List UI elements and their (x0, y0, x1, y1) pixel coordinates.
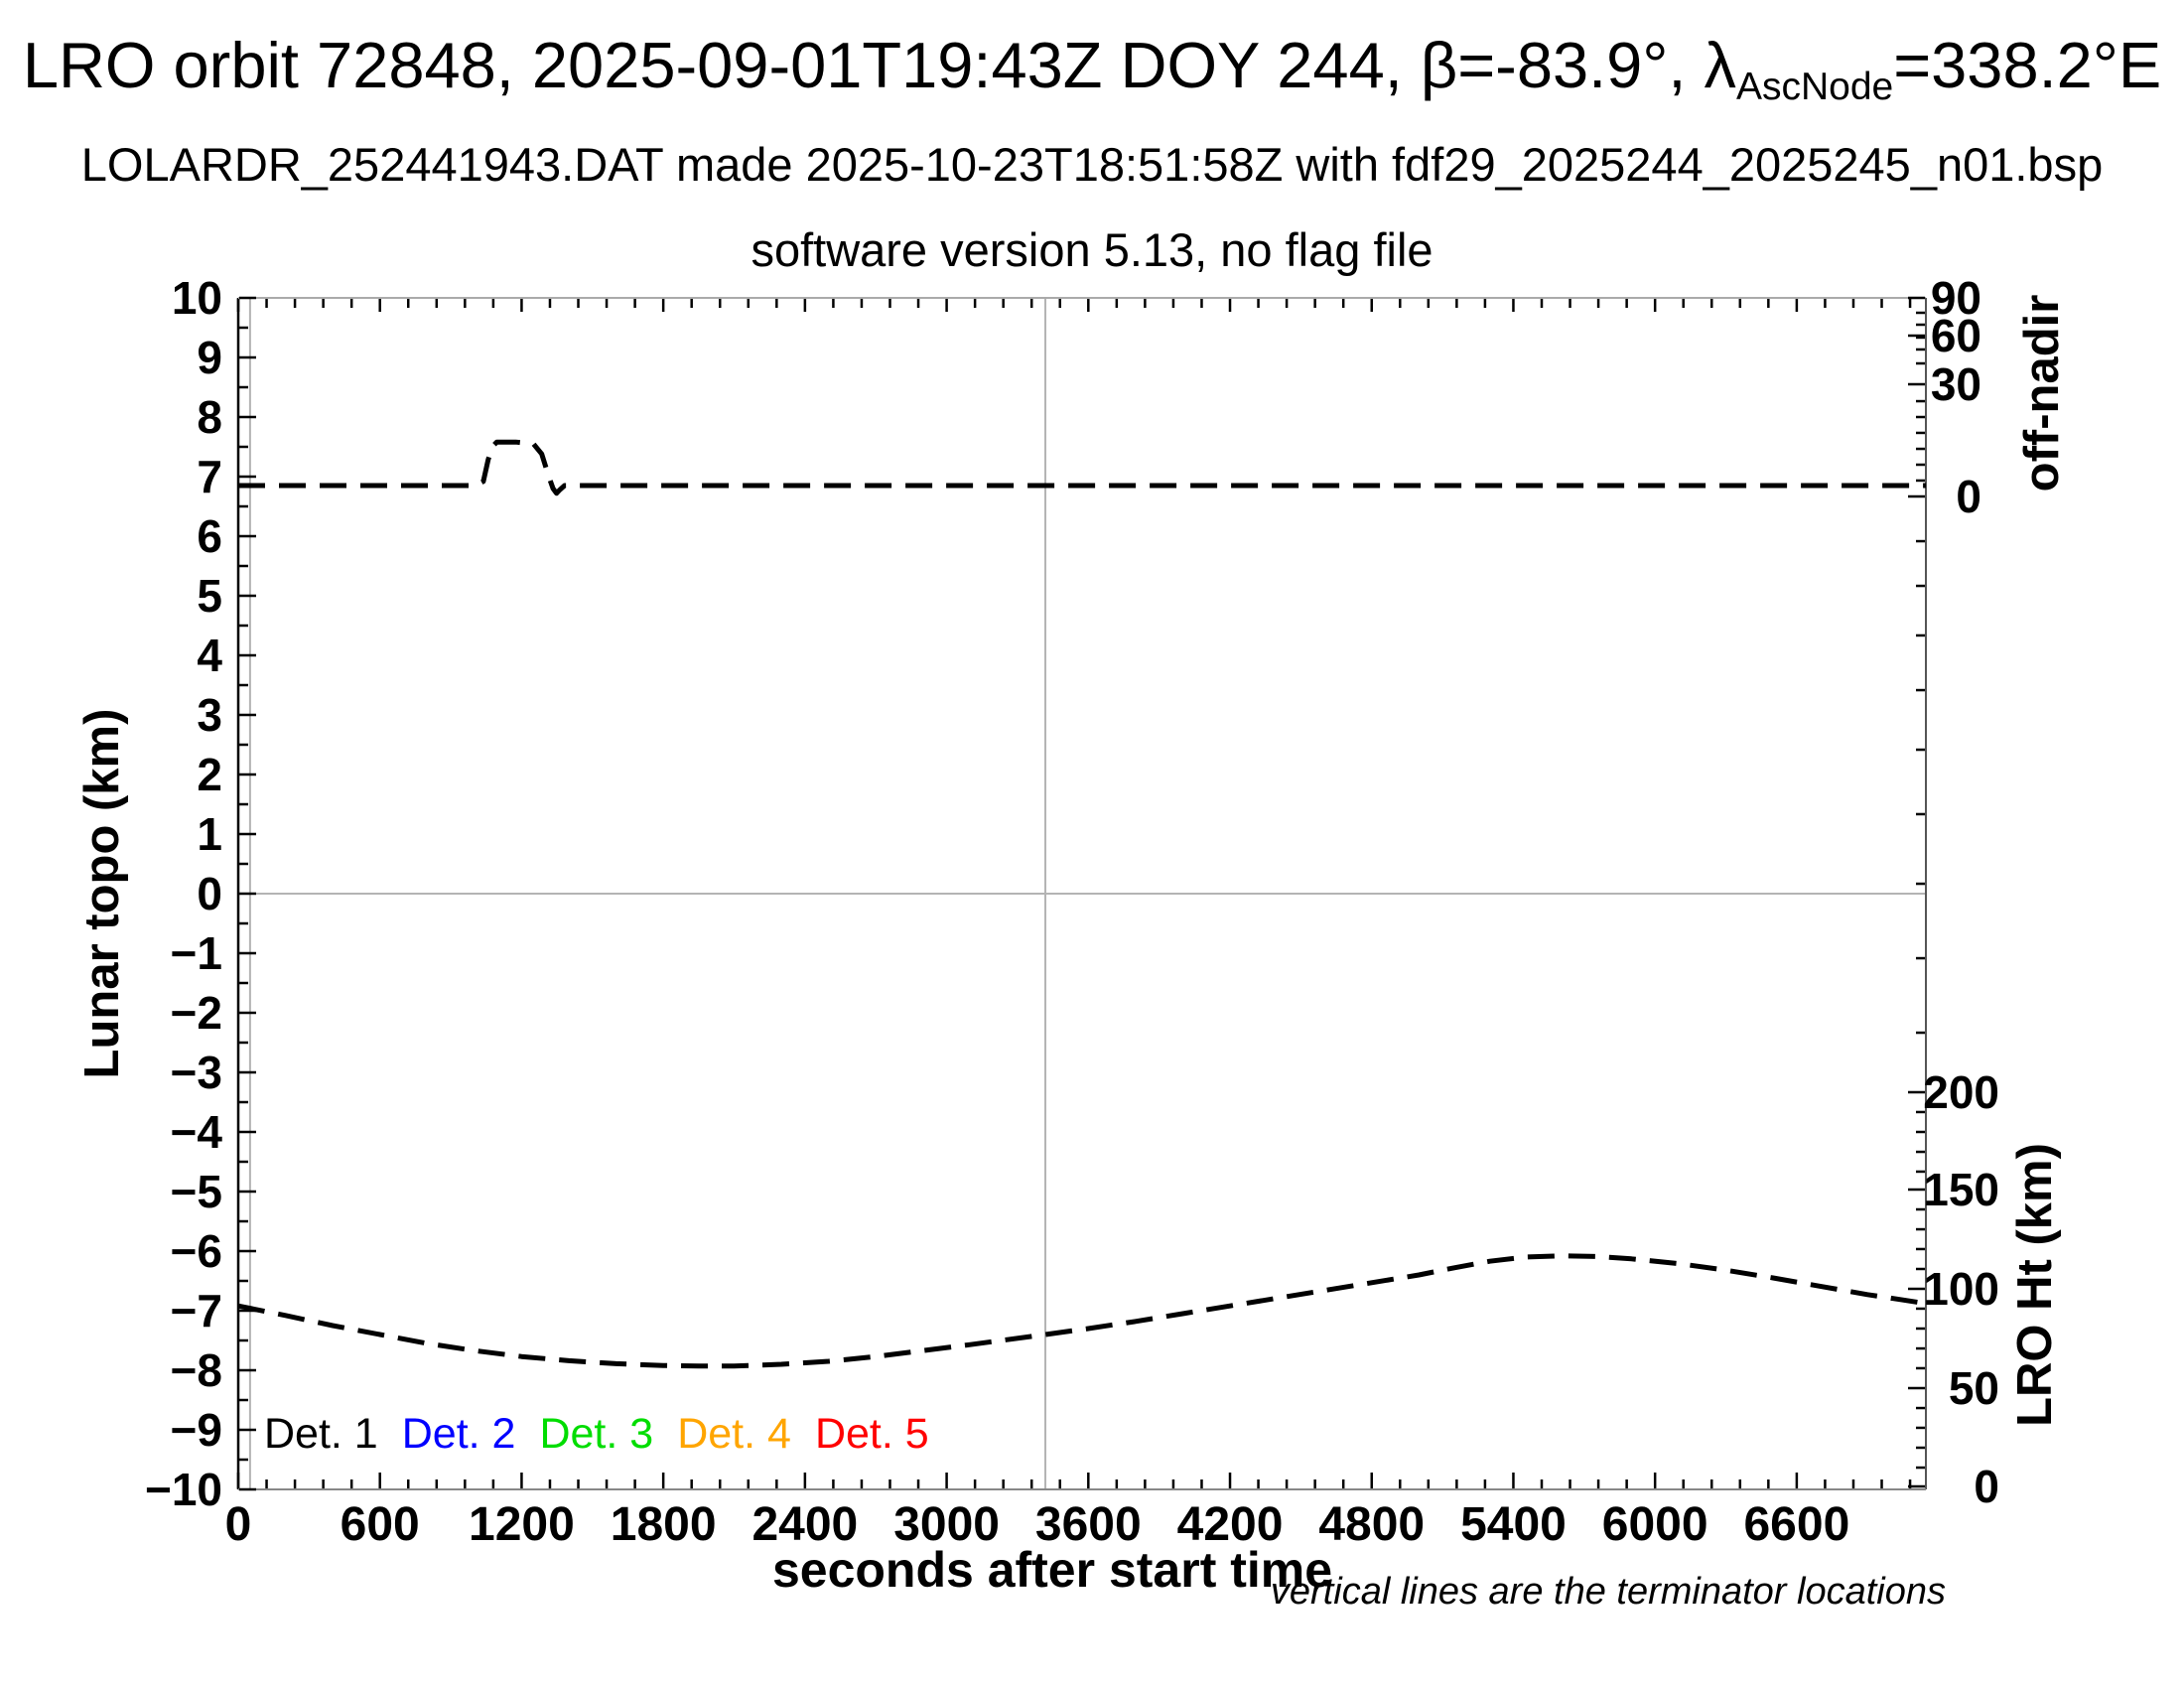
y-tick-label: −3 (171, 1047, 222, 1098)
detector-legend: Det. 1 Det. 2 Det. 3 Det. 4 Det. 5 (264, 1410, 929, 1459)
x-tick-label: 5400 (1460, 1498, 1567, 1551)
y-tick-label: −1 (171, 927, 222, 979)
x-tick-label: 600 (341, 1498, 420, 1551)
x-tick-label: 4200 (1177, 1498, 1284, 1551)
title-suffix: =338.2°E (1893, 29, 2162, 101)
y-axis-title-lunar-topo: Lunar topo (km) (75, 708, 129, 1079)
page-title: LRO orbit 72848, 2025-09-01T19:43Z DOY 2… (0, 28, 2184, 108)
y-axis-title-lro-ht: LRO Ht (km) (2008, 1143, 2062, 1427)
y-tick-label: 2 (197, 749, 222, 800)
legend-item-det-3: Det. 3 (539, 1410, 654, 1458)
off-nadir-curve (238, 439, 1926, 496)
y-tick-label: 5 (197, 570, 222, 622)
x-tick-label: 3600 (1035, 1498, 1142, 1551)
subtitle-datafile: LOLARDR_252441943.DAT made 2025-10-23T18… (80, 138, 2104, 191)
legend-item-det-5: Det. 5 (814, 1410, 929, 1458)
y-tick-label: 8 (197, 391, 222, 443)
title-subscript: AscNode (1735, 65, 1894, 108)
y-tick-label: −2 (171, 987, 222, 1039)
ht-tick-label: 150 (1923, 1164, 1999, 1215)
y-tick-label: 4 (197, 630, 222, 681)
offnadir-tick-label: 30 (1931, 358, 1981, 410)
x-tick-label: 2400 (751, 1498, 858, 1551)
y-tick-label: 6 (197, 510, 222, 562)
y-tick-label: −5 (171, 1166, 222, 1217)
offnadir-tick-label: 90 (1931, 272, 1981, 324)
y-tick-label: 1 (197, 808, 222, 860)
x-tick-label: 6600 (1743, 1498, 1849, 1551)
y-tick-label: 3 (197, 689, 222, 741)
x-tick-label: 6000 (1602, 1498, 1708, 1551)
ht-tick-label: 50 (1949, 1362, 1999, 1414)
legend-item-det-4: Det. 4 (677, 1410, 791, 1458)
legend-item-det-1: Det. 1 (264, 1410, 378, 1458)
y-tick-label: 9 (197, 332, 222, 383)
ht-tick-label: 100 (1923, 1263, 1999, 1315)
ht-tick-label: 200 (1923, 1066, 1999, 1118)
x-tick-label: 4800 (1318, 1498, 1425, 1551)
y-tick-label: −9 (171, 1404, 222, 1456)
x-tick-label: 3000 (893, 1498, 1000, 1551)
y-tick-label: 7 (197, 451, 222, 502)
subtitle-software-version: software version 5.13, no flag file (751, 223, 1433, 276)
y-tick-label: 10 (172, 272, 222, 324)
y-tick-label: −4 (171, 1106, 223, 1158)
y-tick-label: −10 (145, 1464, 222, 1515)
x-tick-label: 1200 (469, 1498, 575, 1551)
lro-height-curve (237, 1253, 1927, 1369)
y-axis-title-off-nadir: off-nadir (2015, 294, 2069, 492)
y-tick-label: −6 (171, 1225, 222, 1277)
offnadir-tick-label: 60 (1931, 310, 1981, 361)
x-tick-label: 1800 (611, 1498, 717, 1551)
terminator-note: vertical lines are the terminator locati… (1270, 1571, 1946, 1613)
y-tick-label: −8 (171, 1344, 222, 1396)
x-axis-title: seconds after start time (771, 1542, 1333, 1598)
y-tick-label: 0 (197, 868, 222, 919)
legend-item-det-2: Det. 2 (401, 1410, 516, 1458)
y-tick-label: −7 (171, 1285, 222, 1336)
title-prefix: LRO orbit 72848, 2025-09-01T19:43Z DOY 2… (22, 29, 1736, 101)
x-tick-label: 0 (225, 1498, 252, 1551)
offnadir-tick-label: 0 (1956, 471, 1981, 522)
ht-tick-label: 0 (1974, 1461, 1999, 1512)
